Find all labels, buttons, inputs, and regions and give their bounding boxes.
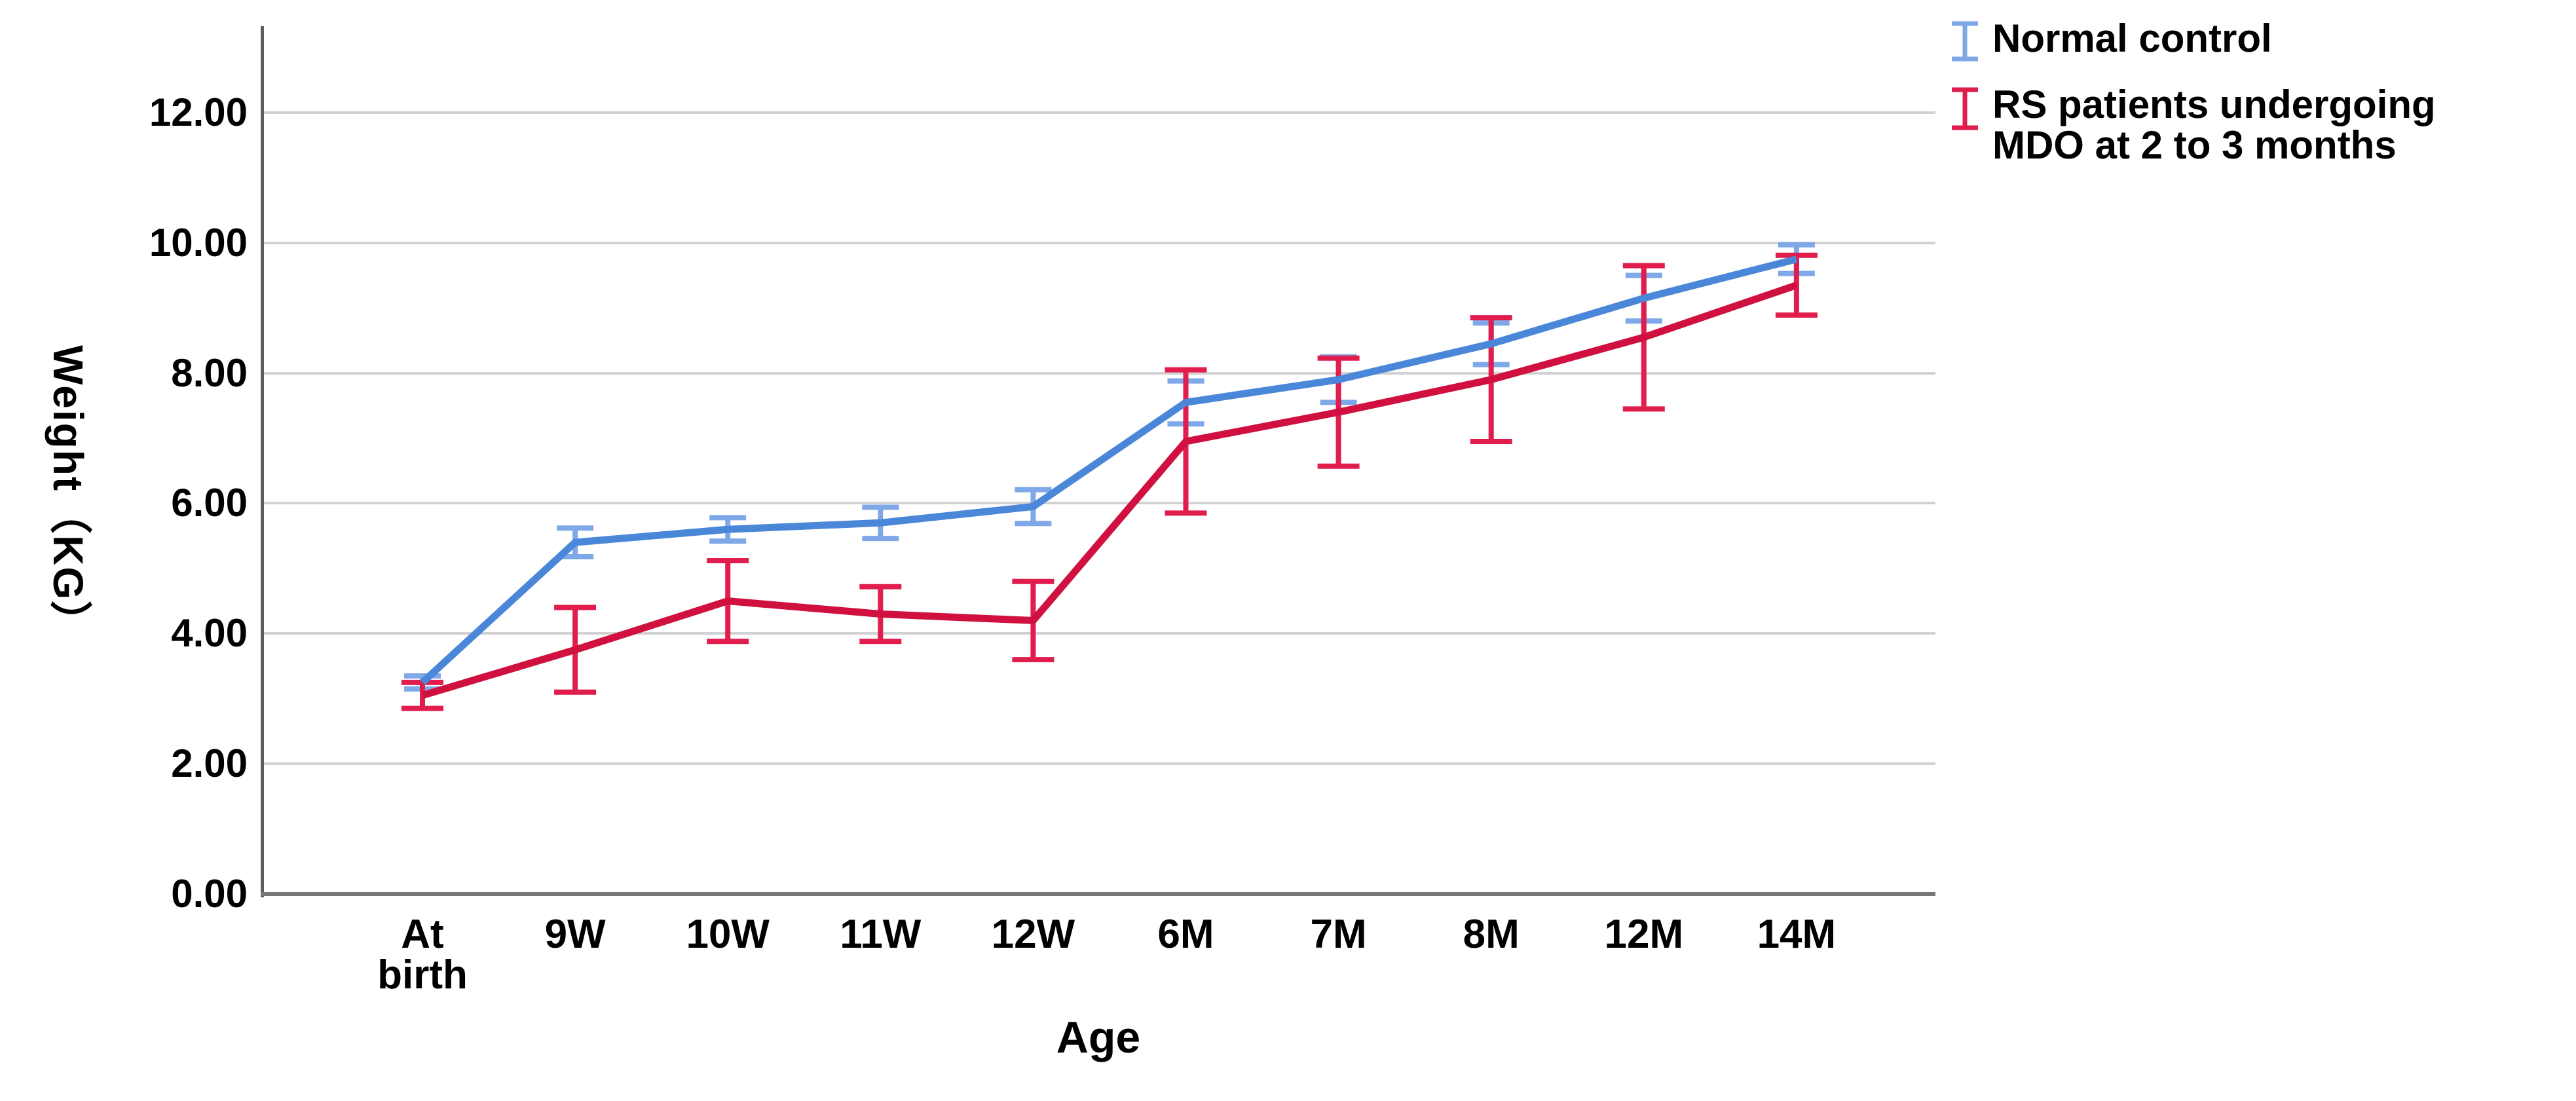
error-bar-icon [1937,18,1992,70]
y-axis-title: Weight（KG） [45,345,92,644]
legend-entry: Normal control [1937,18,2436,70]
y-tick-label: 10.00 [149,220,248,265]
series-line-normal-control [420,255,1798,685]
x-axis-title: Age [1056,1013,1141,1062]
x-tick-label: 11W [840,912,922,957]
x-axis-line [261,892,1935,896]
x-tick-label: 9W [544,912,606,957]
legend: Normal control RS patients undergoing MDO… [1937,18,2436,180]
gridline [262,241,1935,244]
gridline [262,762,1935,766]
gridline [262,371,1935,375]
x-tick-label: At birth [377,912,468,998]
y-tick-label: 12.00 [149,90,248,134]
y-tick-label: 6.00 [171,481,248,525]
gridline [262,502,1935,505]
legend-label: RS patients undergoing MDO at 2 to 3 mon… [1992,83,2436,167]
series-line-rs-patients [421,282,1798,700]
error-bar-icon-svg [1952,87,1978,130]
legend-label: Normal control [1992,16,2272,60]
x-tick-label: 7M [1310,912,1367,957]
gridline [262,632,1935,635]
y-axis-line [261,26,264,897]
gridline [262,111,1935,114]
x-tick-label: 6M [1157,912,1214,957]
x-tick-label: 8M [1463,912,1520,957]
y-tick-label: 4.00 [171,611,248,656]
y-tick-label: 0.00 [171,872,248,916]
x-tick-label: 10W [686,912,770,957]
y-tick-label: 2.00 [171,741,248,786]
error-bar-icon-svg [1952,21,1978,62]
error-bar-icon [1937,84,1992,139]
y-tick-label: 8.00 [171,350,248,395]
legend-entry: RS patients undergoing MDO at 2 to 3 mon… [1937,84,2436,166]
x-tick-label: 12M [1604,912,1684,957]
x-tick-label: 12W [991,912,1075,957]
x-tick-label: 14M [1757,912,1837,957]
